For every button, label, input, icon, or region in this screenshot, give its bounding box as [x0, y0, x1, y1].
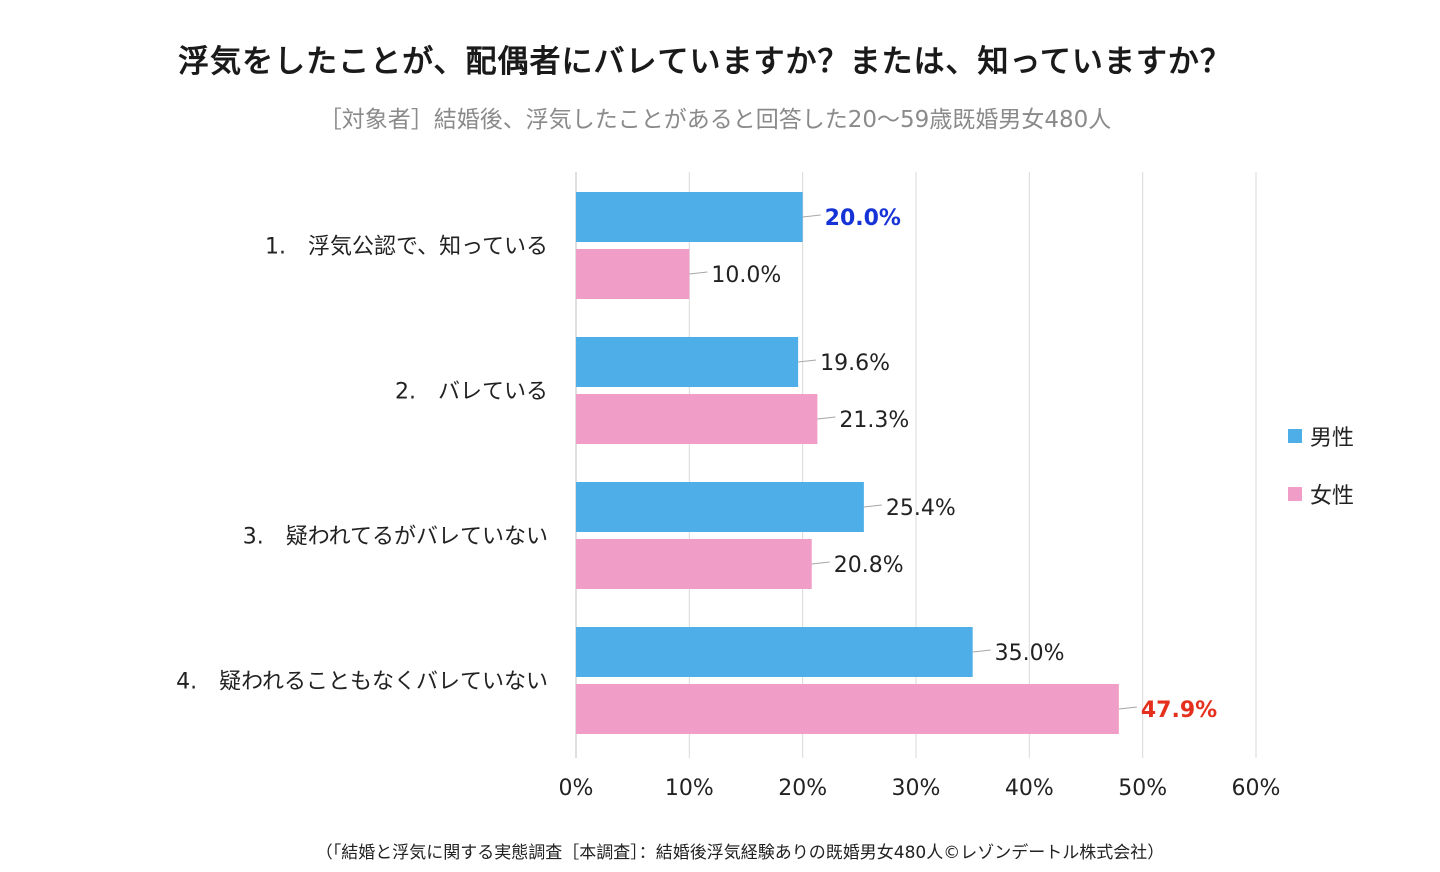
data-label: 21.3%: [839, 408, 909, 433]
data-label-leader: [798, 359, 817, 363]
legend-item-male: 男性: [1288, 420, 1354, 452]
bar: [576, 627, 973, 677]
x-tick-label: 0%: [559, 776, 594, 801]
category-label: 2. バレている: [395, 380, 548, 405]
data-label-leader: [802, 214, 821, 218]
data-label: 20.8%: [834, 553, 904, 578]
x-tick-label: 60%: [1232, 776, 1281, 801]
data-label-leader: [863, 504, 882, 508]
data-label-leader: [811, 561, 830, 565]
data-label-leader: [972, 649, 991, 653]
bar: [576, 539, 812, 589]
data-label-leader: [1118, 706, 1137, 710]
category-label: 4. 疑われることもなくバレていない: [176, 670, 548, 695]
data-label: 25.4%: [886, 496, 956, 521]
bar: [576, 192, 803, 242]
legend-swatch-male: [1288, 429, 1302, 443]
category-label: 1. 浮気公認で、知っている: [265, 235, 548, 260]
data-label: 47.9%: [1141, 698, 1217, 723]
source-footnote: （「結婚と浮気に関する実態調査［本調査］：結婚後浮気経験ありの既婚男女480人©…: [315, 843, 1165, 863]
x-tick-label: 50%: [1118, 776, 1167, 801]
chart-title: 浮気をしたことが、配偶者にバレていますか？または、知っていますか？: [178, 44, 1232, 80]
data-label: 10.0%: [711, 263, 781, 288]
data-label-leader: [689, 271, 708, 275]
data-label: 19.6%: [820, 351, 890, 376]
legend-item-female: 女性: [1288, 478, 1354, 510]
bar: [576, 394, 818, 444]
bar: [576, 482, 864, 532]
legend-label-male: 男性: [1310, 426, 1355, 451]
x-tick-label: 40%: [1005, 776, 1054, 801]
chart-subtitle: ［対象者］結婚後、浮気したことがあると回答した20〜59歳既婚男女480人: [318, 107, 1112, 133]
legend-swatch-female: [1288, 487, 1302, 501]
bar: [576, 249, 690, 299]
data-label-leader: [817, 416, 836, 420]
x-tick-label: 10%: [665, 776, 714, 801]
bar: [576, 337, 799, 387]
legend-label-female: 女性: [1310, 484, 1355, 509]
bar: [576, 684, 1119, 734]
legend: 男性 女性: [1288, 420, 1354, 536]
data-label: 35.0%: [995, 641, 1065, 666]
x-tick-label: 30%: [892, 776, 941, 801]
data-label: 20.0%: [825, 206, 901, 231]
x-tick-label: 20%: [778, 776, 827, 801]
category-label: 3. 疑われてるがバレていない: [243, 525, 548, 550]
